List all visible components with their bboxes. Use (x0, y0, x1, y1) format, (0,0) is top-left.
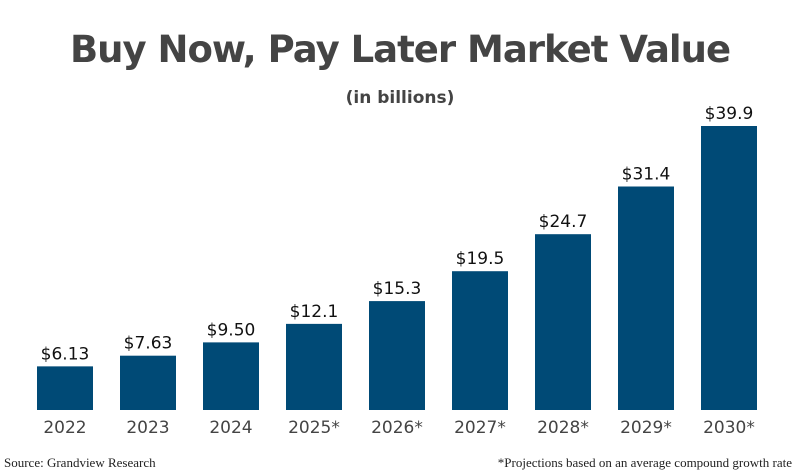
chart-title: Buy Now, Pay Later Market Value (69, 28, 731, 71)
bar-2022 (37, 366, 93, 410)
x-tick-label: 2028* (537, 418, 589, 438)
source-note: Source: Grandview Research (4, 455, 156, 470)
x-tick-label: 2024 (209, 418, 252, 438)
data-label: $6.13 (41, 344, 90, 364)
bar-2023 (120, 355, 176, 410)
bar-2029* (618, 186, 674, 410)
x-tick-label: 2030* (703, 418, 755, 438)
x-tick-label: 2027* (454, 418, 506, 438)
bar-2024 (203, 342, 259, 410)
data-label: $19.5 (456, 249, 505, 269)
bar-2025* (286, 323, 342, 410)
data-label: $24.7 (539, 212, 588, 232)
chart-subtitle: (in billions) (345, 88, 455, 108)
bar-2028* (535, 234, 591, 410)
data-label: $12.1 (290, 302, 339, 322)
bar-2030* (701, 126, 757, 410)
x-tick-label: 2023 (126, 418, 169, 438)
projection-footnote: *Projections based on an average compoun… (497, 455, 792, 470)
bar-2026* (369, 301, 425, 410)
data-label: $39.9 (705, 104, 754, 124)
data-label: $31.4 (622, 165, 671, 185)
bar-2027* (452, 271, 508, 410)
x-tick-label: 2025* (288, 418, 340, 438)
data-label: $15.3 (373, 279, 422, 299)
x-tick-label: 2022 (43, 418, 86, 438)
data-label: $9.50 (207, 320, 256, 340)
x-tick-label: 2029* (620, 418, 672, 438)
data-label: $7.63 (124, 334, 173, 354)
x-tick-label: 2026* (371, 418, 423, 438)
